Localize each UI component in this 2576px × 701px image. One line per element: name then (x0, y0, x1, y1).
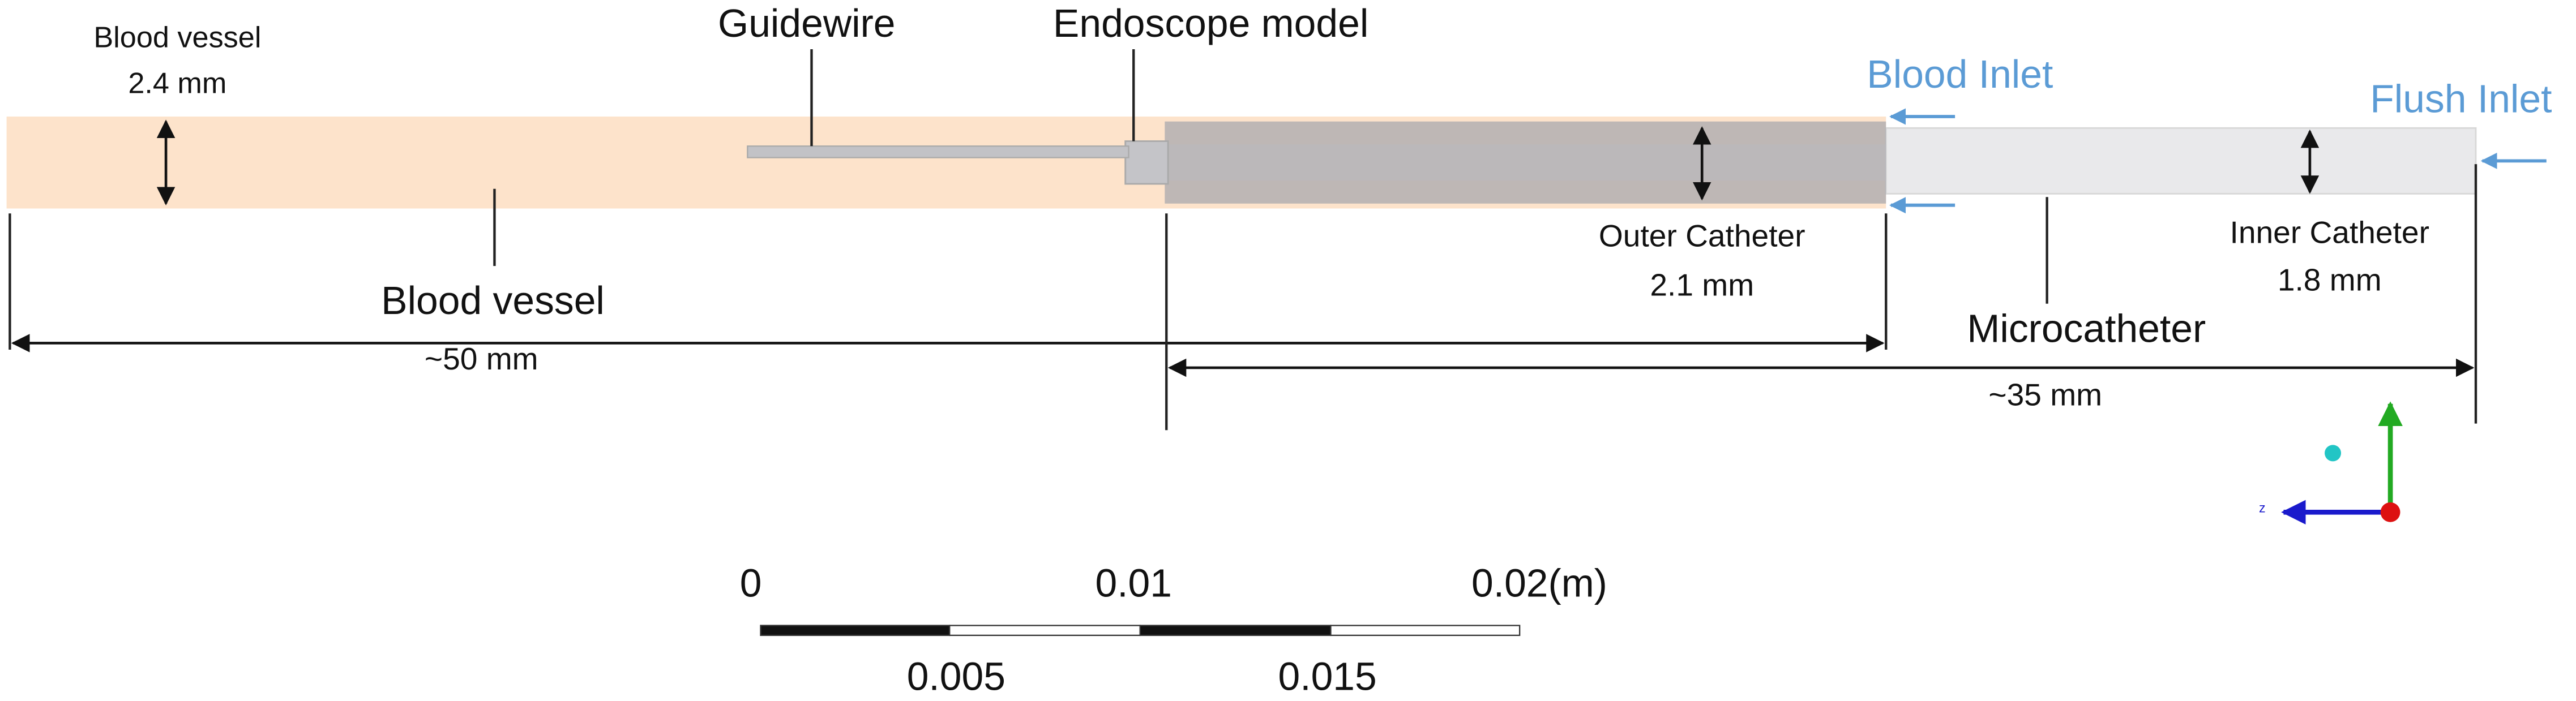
label: Blood Inlet (1867, 52, 2053, 96)
view-point (2325, 445, 2342, 462)
label: ~50 mm (425, 341, 538, 376)
inner-catheter-body (1165, 144, 1886, 181)
scale-label: 0.005 (907, 655, 1005, 699)
label: ~35 mm (1988, 377, 2102, 412)
guidewire-body (747, 145, 1129, 158)
label: Flush Inlet (2370, 76, 2552, 121)
scale-label: 0.02(m) (1471, 561, 1607, 605)
label: 2.4 mm (128, 67, 226, 100)
scale-label: 0.015 (1278, 655, 1377, 699)
label: Blood vessel (381, 278, 605, 322)
label: Blood vessel (93, 21, 261, 54)
label: Guidewire (718, 1, 895, 45)
label: 2.1 mm (1650, 267, 1754, 302)
axis-label: z (2259, 501, 2266, 515)
label: Microcatheter (1967, 307, 2206, 351)
microcatheter-body (1885, 127, 2477, 195)
label: Inner Catheter (2230, 214, 2429, 250)
label: 1.8 mm (2278, 263, 2382, 298)
axis-origin (2380, 502, 2400, 522)
label: Endoscope model (1053, 1, 1368, 45)
label: Outer Catheter (1599, 218, 1805, 253)
endoscope-body (1124, 140, 1169, 185)
scale-label: 0.01 (1095, 561, 1172, 605)
scale-label: 0 (740, 561, 762, 605)
scale-bar (760, 625, 1521, 637)
